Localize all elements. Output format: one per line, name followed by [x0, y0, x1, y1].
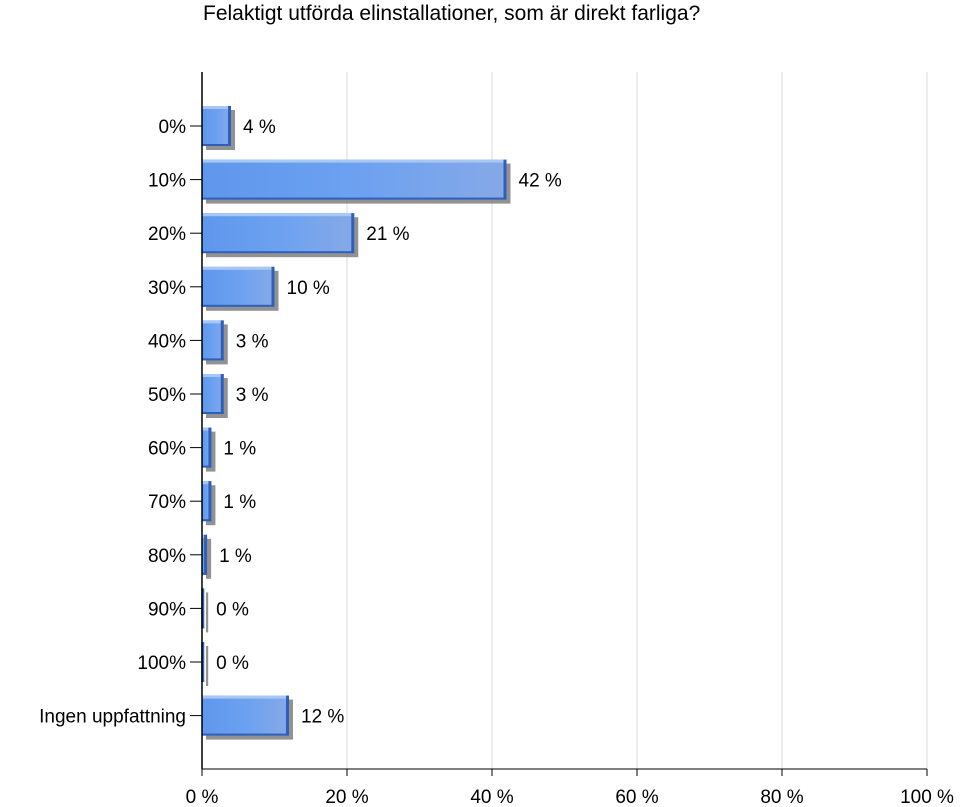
bar-bevel-right: [208, 427, 212, 468]
x-tick-label: 60 %: [615, 787, 658, 807]
bar-bevel-top: [202, 213, 355, 217]
value-label: 3 %: [236, 331, 269, 352]
category-label: 90%: [148, 599, 186, 620]
x-tick-label: 0 %: [186, 787, 219, 807]
bar-bevel-right: [204, 534, 208, 575]
axes: [190, 72, 928, 776]
category-label: 70%: [148, 492, 186, 513]
bar: [202, 266, 275, 307]
bar-bevel-top: [202, 106, 231, 109]
bar-bevel-bottom: [202, 733, 289, 736]
bar: [202, 695, 289, 736]
value-label: 4 %: [243, 117, 276, 138]
category-label: 20%: [148, 224, 186, 245]
bar-bevel-right: [228, 106, 231, 146]
category-label: 0%: [159, 117, 187, 138]
bar-bevel-right: [220, 320, 224, 361]
value-label: 1 %: [223, 439, 256, 460]
bar: [202, 374, 224, 414]
bar-bevel-top: [202, 695, 289, 699]
category-label: 40%: [148, 331, 186, 352]
category-label: 80%: [148, 546, 186, 567]
bar-group: [202, 374, 228, 418]
bar-bevel-top: [202, 320, 224, 324]
bar: [202, 213, 355, 254]
bar-bevel-bottom: [202, 412, 224, 414]
bar: [202, 481, 212, 522]
value-label: 10 %: [287, 278, 330, 299]
bar-bevel-bottom: [202, 519, 212, 522]
bar-bevel-bottom: [202, 358, 224, 361]
value-label: 1 %: [223, 492, 256, 513]
bar-group: [202, 534, 212, 579]
bar-group: [202, 213, 359, 258]
labels: 0 % 20 % 40 % 60 % 80 % 100 % 0% 4 % 10% 42 % 20% 2…: [39, 117, 954, 807]
bar-bevel-bottom: [202, 572, 208, 575]
bar-group: [202, 159, 511, 204]
bar-group: [202, 427, 216, 472]
gridlines: [346, 72, 928, 769]
bar-bevel-top: [202, 266, 275, 270]
category-label: 30%: [148, 278, 186, 299]
bar-group: [202, 320, 228, 365]
x-tick-label: 100 %: [900, 787, 954, 807]
value-label: 0 %: [216, 599, 249, 620]
category-label: 10%: [148, 171, 186, 192]
bar-group: [202, 481, 216, 526]
value-label: 0 %: [216, 653, 249, 674]
value-label: 42 %: [519, 171, 562, 192]
category-label: 100%: [137, 653, 186, 674]
bar-bevel-bottom: [202, 197, 507, 200]
category-label: 50%: [148, 385, 186, 406]
x-tick-label: 80 %: [760, 787, 803, 807]
chart-title: Felaktigt utförda elinstallationer, som …: [203, 2, 701, 25]
value-label: 3 %: [236, 385, 269, 406]
bar-bevel-top: [202, 374, 224, 377]
bar-shadow: [206, 592, 209, 633]
bar-bevel-bottom: [202, 626, 205, 629]
bar-group: [202, 106, 235, 150]
x-tick-label: 20 %: [325, 787, 368, 807]
bar-group: [202, 695, 293, 740]
bar: [202, 106, 231, 146]
value-label: 12 %: [301, 707, 344, 728]
bar: [202, 159, 507, 200]
bar-bevel-top: [202, 159, 507, 163]
bar-bevel-bottom: [202, 680, 205, 682]
category-label: 60%: [148, 439, 186, 460]
bar-bevel-right: [286, 695, 289, 736]
bar-bevel-bottom: [202, 251, 355, 254]
value-label: 21 %: [366, 224, 409, 245]
x-tick-label: 40 %: [470, 787, 513, 807]
bar-bevel-right: [208, 481, 212, 522]
category-label: Ingen uppfattning: [39, 707, 186, 728]
bar-shadow: [206, 538, 212, 579]
bar-bevel-right: [503, 159, 507, 200]
bar: [202, 427, 212, 468]
bar-bevel-right: [220, 374, 224, 414]
bars: [201, 106, 511, 740]
bar-bevel-top: [202, 427, 212, 431]
bar-bevel-right: [351, 213, 355, 254]
bar: [202, 320, 224, 361]
bar-bevel-right: [271, 266, 275, 307]
bar-group: [202, 266, 279, 311]
bar-shadow: [206, 646, 209, 686]
bar-bevel-bottom: [202, 465, 212, 468]
bar-bevel-bottom: [202, 304, 275, 307]
value-label: 1 %: [219, 546, 252, 567]
bar-bevel-bottom: [202, 144, 231, 146]
bar-bevel-top: [202, 481, 212, 485]
